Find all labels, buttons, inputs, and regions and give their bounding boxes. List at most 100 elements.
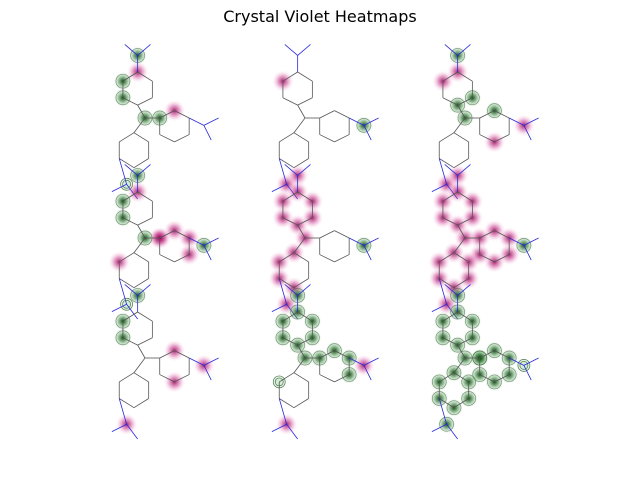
bond-line [523,357,539,366]
bond-line [124,44,138,56]
bond-line [271,183,287,192]
bond-line [508,357,525,366]
heatmap-panel-r3c3 [430,284,539,440]
bond-line [297,311,313,322]
bond-line [119,398,135,409]
bond-line [137,284,151,296]
heatmap-panel-r2c2 [268,164,379,320]
bond-line [282,71,298,82]
bond-line [297,44,311,56]
bond-line [438,398,447,425]
bond-line [297,337,313,346]
bond-line [122,191,138,202]
contour-ring [487,374,502,390]
bond-line [297,224,306,239]
bond-line [334,350,350,359]
bond-line [479,350,495,359]
bond-line [124,164,138,176]
bond-line [457,284,471,296]
bond-line [282,337,298,346]
bond-line [174,374,190,383]
bond-line [279,158,295,169]
bond-line [293,357,306,373]
bond-line [279,278,295,289]
bond-line [334,254,350,263]
bond-line [297,344,306,359]
bond-line [442,97,458,106]
bond-line [111,183,127,192]
bond-line [453,237,466,253]
bond-line [479,110,495,119]
contour-ring [487,343,502,358]
bond-line [203,357,219,366]
bond-line [133,372,149,383]
bond-line [348,357,365,366]
bond-line [348,237,365,246]
bond-line [126,303,138,320]
bond-line [122,337,138,346]
bond-line [124,284,138,296]
bond-line [439,278,455,289]
bond-line [126,423,138,440]
bond-line [438,278,447,305]
bond-line [297,284,311,296]
bond-line [118,158,127,185]
bond-line [133,357,146,373]
bond-line [334,110,350,119]
bond-line [297,71,313,82]
bond-line [479,374,495,383]
contour-ring [356,118,372,133]
bond-line [137,311,153,322]
bond-line [444,284,458,296]
bond-line [457,217,473,226]
bond-line [363,365,372,381]
bond-line [457,164,471,176]
bond-line [293,278,309,289]
bond-line [137,104,146,119]
bond-line [442,191,458,202]
bond-line [457,71,473,82]
bond-line [293,252,309,263]
bond-line [284,164,298,176]
bond-line [137,164,151,176]
bond-line [159,110,175,119]
bond-line [133,237,146,253]
bond-line [159,350,175,359]
bond-line [174,110,190,119]
bond-line [279,398,295,409]
bond-line [137,224,146,239]
bond-line [431,423,447,432]
bond-line [439,158,455,169]
bond-line [286,423,298,440]
contour-ring [446,400,462,416]
bond-line [431,183,447,192]
bond-line [438,158,447,185]
bond-line [457,191,473,202]
contour-ring [450,97,465,113]
bond-line [137,344,146,359]
bond-line [119,252,135,263]
bond-line [508,237,525,246]
bond-line [203,245,212,261]
bond-line [334,134,350,143]
bond-line [159,254,175,263]
bond-line [457,337,473,346]
bond-line [111,303,127,312]
bond-line [479,254,495,263]
bond-line [439,372,455,383]
bond-line [523,245,532,261]
bond-line [174,350,190,359]
bond-line [293,398,309,409]
bond-line [319,230,335,239]
contour-ring [487,103,502,118]
bond-line [523,117,539,126]
contour-ring [290,337,305,353]
bond-line [297,217,313,226]
bond-line [363,245,372,261]
bond-line [137,97,153,106]
bond-line [453,278,469,289]
bond-line [137,191,153,202]
bond-line [319,374,335,383]
bond-line [118,398,127,425]
bond-line [508,117,525,126]
